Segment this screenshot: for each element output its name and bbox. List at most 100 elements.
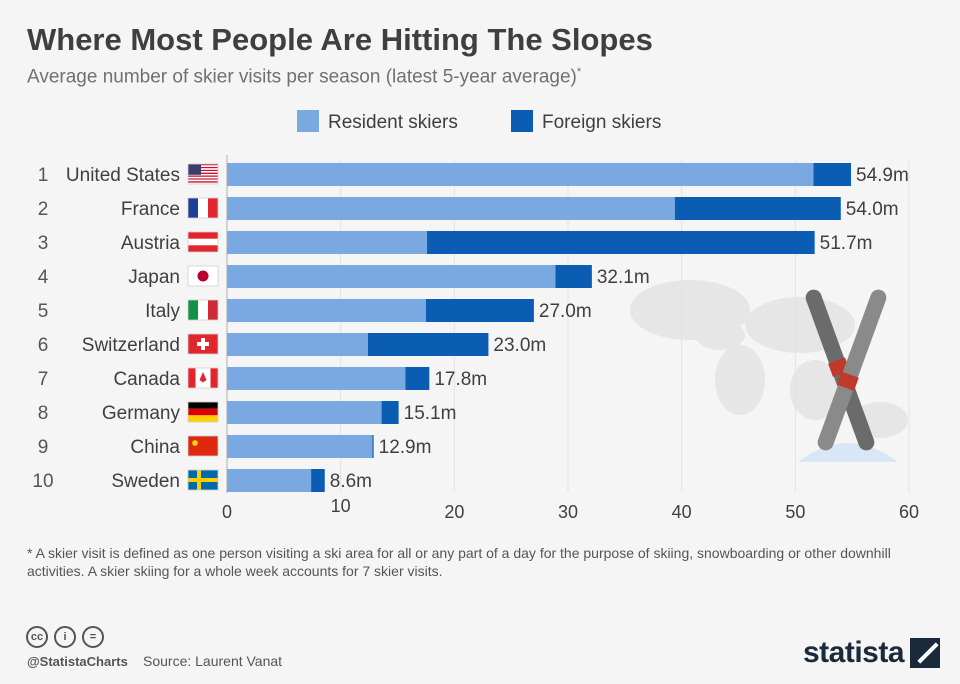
flag-border — [187, 197, 219, 219]
bar-row: 9 China 12.9m — [38, 435, 431, 458]
x-tick-label: 0 — [222, 502, 232, 522]
flag-stripe — [188, 181, 218, 183]
legend-label-foreign: Foreign skiers — [542, 112, 661, 133]
flag-stripe — [188, 164, 218, 166]
bar-foreign — [427, 231, 815, 254]
bar-row: 10 Sweden 8.6m — [32, 469, 372, 492]
total-label: 17.8m — [434, 369, 487, 390]
x-axis-ticks: 0 10 20 30 40 50 60 — [222, 496, 919, 522]
country-label: Austria — [121, 233, 181, 254]
flag-stripe — [188, 178, 218, 180]
world-map-shape — [695, 320, 745, 350]
flag-stripe — [188, 171, 218, 173]
bar-foreign — [813, 163, 852, 186]
subtitle-footnote-mark: * — [576, 66, 582, 78]
country-label: Germany — [102, 403, 181, 424]
total-label: 54.0m — [846, 199, 899, 220]
footnote: * A skier visit is defined as one person… — [27, 545, 891, 579]
rank-label: 3 — [38, 233, 49, 254]
ski-binding — [837, 371, 859, 391]
flag-border — [187, 401, 219, 423]
x-tick-label: 30 — [558, 502, 578, 522]
no-derivatives-icon: = — [82, 626, 104, 648]
flag-stripe — [188, 175, 218, 177]
country-label: Canada — [113, 369, 180, 390]
legend-swatch-resident — [297, 110, 319, 132]
bars: 1 United States 54.9m 2 France 54.0m 3 Austria 5… — [32, 163, 909, 492]
snow-mound — [798, 443, 898, 462]
bar-row: 8 Germany 15.1m — [38, 401, 457, 424]
flag-leaf — [199, 372, 207, 383]
ski-body — [817, 289, 887, 451]
flag-border — [187, 367, 219, 389]
bar-resident — [227, 367, 406, 390]
country-label: Switzerland — [82, 335, 180, 356]
flag-disc — [197, 270, 209, 282]
sweden-flag — [187, 469, 219, 491]
country-label: France — [121, 199, 180, 220]
bar-row: 2 France 54.0m — [38, 197, 899, 220]
flag-part — [197, 342, 209, 346]
world-map-shape — [790, 360, 840, 420]
flag-border — [187, 469, 219, 491]
rank-label: 4 — [38, 267, 49, 288]
flag-border — [187, 231, 219, 253]
china-flag — [187, 435, 219, 457]
bar-resident — [227, 265, 556, 288]
flag-part — [188, 436, 218, 456]
flag-part — [188, 368, 196, 388]
statista-logo-text: statista — [803, 636, 905, 669]
world-map-shape — [715, 345, 765, 415]
bar-row: 5 Italy 27.0m — [38, 299, 592, 322]
canada-flag — [187, 367, 219, 389]
creative-commons-icon: cc — [26, 626, 48, 648]
bar-foreign — [555, 265, 592, 288]
us-flag — [187, 163, 219, 185]
bar-resident — [227, 197, 675, 220]
bar-row: 6 Switzerland 23.0m — [38, 333, 546, 356]
bar-resident — [227, 401, 382, 424]
attribution-icon: i — [54, 626, 76, 648]
flag-part — [198, 300, 208, 320]
bar-foreign — [674, 197, 841, 220]
austria-flag — [187, 231, 219, 253]
bar-foreign — [381, 401, 399, 424]
flag-border — [187, 333, 219, 355]
rank-label: 5 — [38, 301, 49, 322]
flag-stripe — [188, 169, 218, 172]
flag-stripe — [188, 168, 218, 170]
statista-logo-icon — [910, 638, 941, 668]
x-tick-label: 20 — [444, 502, 464, 522]
rank-label: 10 — [32, 471, 53, 492]
total-label: 23.0m — [493, 335, 546, 356]
bar-row: 4 Japan 32.1m — [38, 265, 650, 288]
x-tick-label: 60 — [899, 502, 919, 522]
flag-border — [187, 435, 219, 457]
country-label: Sweden — [111, 471, 180, 492]
total-label: 32.1m — [597, 267, 650, 288]
source-text: Source: Laurent Vanat — [143, 653, 283, 669]
flag-part — [208, 198, 218, 218]
country-label: China — [130, 437, 180, 458]
x-tick-label: 50 — [785, 502, 805, 522]
legend: Resident skiers Foreign skiers — [297, 110, 661, 133]
statista-logo: statista — [803, 636, 941, 670]
bar-resident — [227, 469, 312, 492]
legend-label-resident: Resident skiers — [328, 112, 458, 133]
license-icons: cc i = — [26, 626, 104, 648]
flag-part — [188, 300, 198, 320]
flag-part — [188, 415, 218, 422]
flag-part — [188, 478, 218, 482]
france-flag — [187, 197, 219, 219]
flag-part — [198, 198, 208, 218]
statista-handle: @StatistaCharts — [27, 654, 128, 669]
bar-resident — [227, 231, 428, 254]
country-label: United States — [66, 165, 180, 186]
italy-flag — [187, 299, 219, 321]
flag-stripe — [188, 179, 218, 182]
total-label: 15.1m — [404, 403, 457, 424]
bar-row: 1 United States 54.9m — [38, 163, 909, 186]
country-label: Japan — [128, 267, 180, 288]
flag-border — [187, 299, 219, 321]
bar-foreign — [372, 435, 374, 458]
